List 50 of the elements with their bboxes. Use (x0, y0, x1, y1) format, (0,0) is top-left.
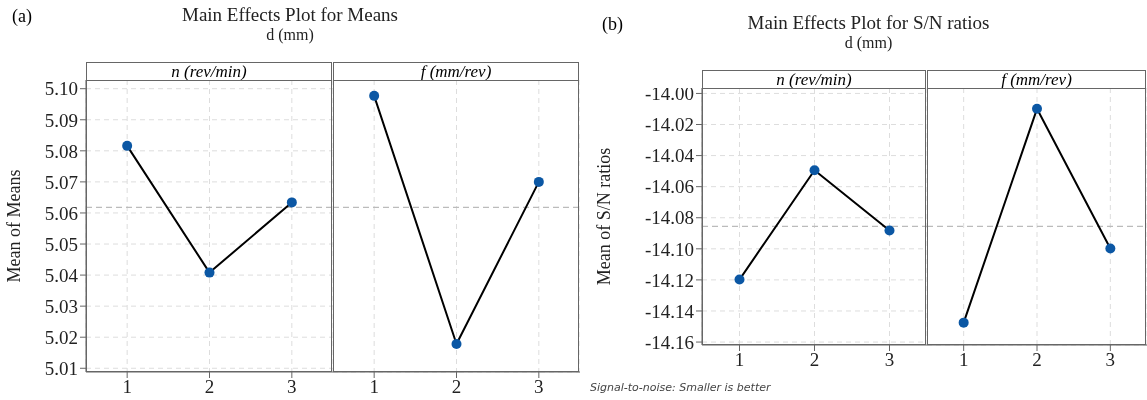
x-axis-title: f (mm/rev) (927, 70, 1146, 89)
x-tick-label: 3 (287, 376, 297, 398)
x-tick-label: 3 (884, 349, 895, 371)
y-tick-label: -14.06 (644, 176, 694, 198)
x-tick-label: 1 (122, 376, 132, 398)
x-tick-label: 1 (958, 349, 969, 371)
x-tick-label: 1 (734, 349, 745, 371)
point (734, 274, 745, 285)
x-tick-label: 3 (534, 376, 544, 398)
text: (b) (602, 14, 623, 35)
x-axis-title: n (rev/min) (702, 70, 926, 89)
y-tick-label: 5.07 (44, 171, 78, 193)
chart-subtitle: d (mm) (843, 34, 894, 52)
x-tick-label: 3 (1105, 349, 1116, 371)
y-tick-label: 5.05 (44, 233, 78, 255)
text: Signal-to-noise: Smaller is better (590, 381, 771, 394)
y-tick-label: -14.14 (644, 300, 695, 322)
x-tick-label: 2 (809, 349, 820, 371)
y-tick-label: 5.03 (44, 295, 78, 317)
chart-title: Main Effects Plot for S/N ratios (747, 12, 990, 33)
x-tick-label: 2 (1032, 349, 1042, 371)
point (122, 140, 133, 151)
x-tick-label: 1 (369, 376, 379, 398)
y-tick-label: -14.10 (644, 238, 694, 260)
y-tick-label: 5.02 (44, 326, 78, 348)
chart-title: Main Effects Plot for Means (182, 4, 398, 25)
y-tick-label: 5.08 (44, 140, 78, 162)
point (286, 197, 297, 208)
text: (a) (12, 6, 32, 27)
x-tick-label: 2 (451, 376, 462, 398)
y-axis-title: Mean of Means (4, 169, 25, 283)
y-tick-label: 5.09 (44, 109, 78, 131)
chart-subtitle: d (mm) (265, 26, 315, 44)
y-tick-label: -14.00 (644, 83, 694, 105)
y-axis-title: Mean of S/N ratios (594, 147, 615, 286)
y-tick-label: 5.04 (44, 264, 79, 286)
point (204, 267, 215, 278)
x-tick-label: 2 (204, 376, 215, 398)
x-axis-title: f (mm/rev) (333, 62, 579, 81)
point (809, 165, 820, 176)
y-tick-label: 5.10 (44, 78, 78, 100)
y-tick-label: 5.06 (44, 202, 78, 224)
point (884, 225, 895, 236)
y-tick-label: 5.01 (44, 358, 78, 380)
y-tick-label: -14.02 (644, 114, 694, 136)
y-tick-label: -14.04 (644, 145, 695, 167)
y-tick-label: -14.12 (644, 269, 694, 291)
x-axis-title: n (rev/min) (86, 62, 332, 81)
y-tick-label: -14.08 (644, 207, 694, 229)
y-tick-label: -14.16 (644, 331, 694, 353)
